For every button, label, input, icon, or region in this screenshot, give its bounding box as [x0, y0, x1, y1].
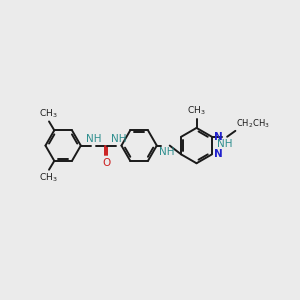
Text: CH$_2$CH$_3$: CH$_2$CH$_3$ [236, 118, 270, 130]
Text: O: O [102, 158, 110, 168]
Text: CH$_3$: CH$_3$ [187, 105, 206, 117]
Text: NH: NH [86, 134, 102, 143]
Text: N: N [214, 132, 222, 142]
Text: NH: NH [159, 147, 174, 157]
Text: CH$_3$: CH$_3$ [38, 107, 57, 120]
Text: CH$_3$: CH$_3$ [38, 172, 57, 184]
Text: N: N [214, 149, 222, 159]
Text: NH: NH [111, 134, 127, 143]
Text: NH: NH [217, 139, 232, 148]
